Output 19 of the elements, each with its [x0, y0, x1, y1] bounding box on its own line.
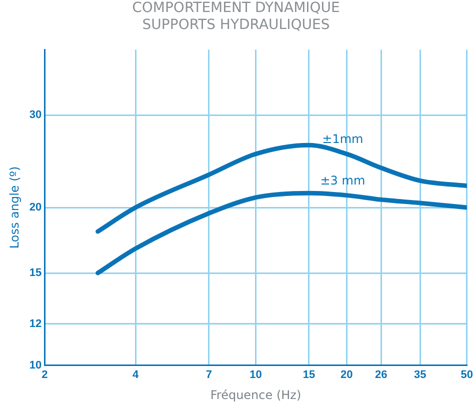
x-tick-label: 2 — [42, 369, 48, 382]
x-tick-label: 4 — [132, 369, 140, 382]
chart-title: COMPORTEMENT DYNAMIQUE SUPPORTS HYDRAULIQUES — [132, 0, 340, 33]
y-tick-label: 20 — [29, 202, 42, 214]
y-tick-label: 12 — [29, 318, 42, 330]
x-tick-label: 26 — [374, 369, 388, 382]
y-tick-label: 10 — [29, 359, 42, 372]
x-tick-label: 15 — [302, 369, 316, 382]
x-tick-label: 10 — [250, 369, 262, 382]
x-tick-label: 50 — [460, 369, 474, 382]
series-label: ±1mm — [322, 132, 364, 146]
y-tick-label: 30 — [29, 109, 42, 122]
series-label: ±3 mm — [320, 173, 366, 188]
y-tick-label: 15 — [29, 267, 42, 280]
y-axis-title: Loss angle (º) — [7, 166, 22, 249]
x-axis-title: Fréquence (Hz) — [210, 388, 302, 402]
x-tick-label: 20 — [340, 369, 353, 382]
x-tick-label: 7 — [206, 369, 212, 382]
x-tick-label: 35 — [414, 369, 426, 382]
